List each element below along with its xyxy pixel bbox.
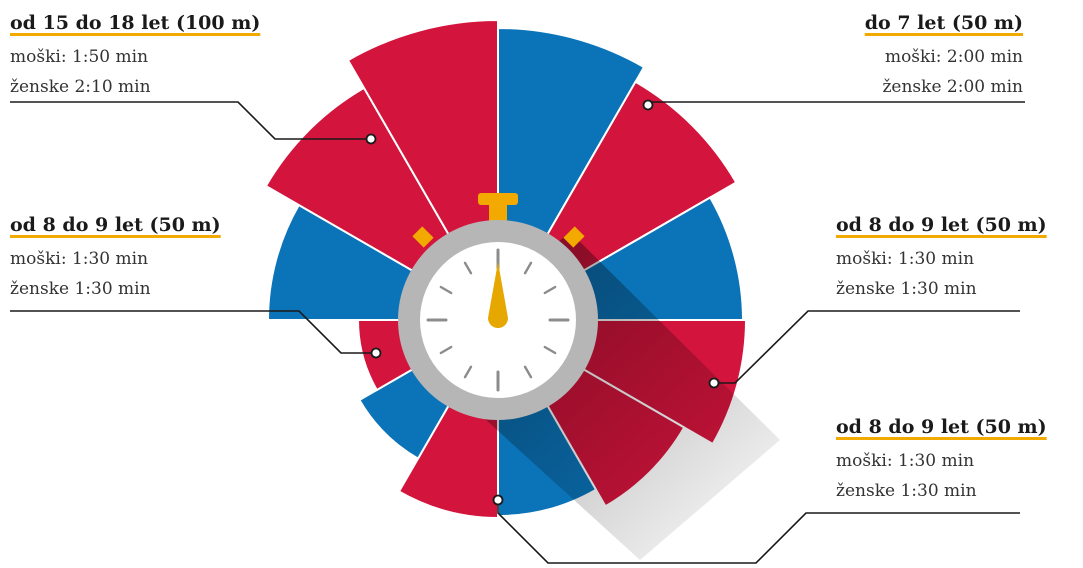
callout-title: od 15 do 18 let (100 m) xyxy=(10,12,261,34)
side-button-right xyxy=(563,226,585,248)
callout-men-time: moški: 1:30 min xyxy=(836,249,975,269)
callout-women-time: ženske 2:10 min xyxy=(10,77,151,97)
leader-line xyxy=(497,500,1020,564)
callout-men-time: moški: 1:30 min xyxy=(10,249,149,269)
callout-mid-left: od 8 do 9 let (50 m) moški: 1:30 min žen… xyxy=(10,212,221,304)
tick-mark xyxy=(543,345,557,355)
callout-low-right: od 8 do 9 let (50 m) moški: 1:30 min žen… xyxy=(836,414,1047,506)
leader-dot xyxy=(642,99,654,111)
callout-women-time: ženske 1:30 min xyxy=(836,481,977,501)
leader-dot xyxy=(708,377,720,389)
leader-dot xyxy=(370,347,382,359)
crown-button xyxy=(478,193,518,205)
callout-mid-right: od 8 do 9 let (50 m) moški: 1:30 min žen… xyxy=(836,212,1047,304)
tick-mark xyxy=(439,285,453,295)
callout-women-time: ženske 1:30 min xyxy=(10,279,151,299)
stopwatch-icon xyxy=(398,193,598,420)
tick-mark xyxy=(463,365,473,379)
callout-men-time: moški: 1:30 min xyxy=(836,451,975,471)
side-button-left xyxy=(412,226,434,248)
leader-lines xyxy=(10,99,1025,564)
callout-title: do 7 let (50 m) xyxy=(864,12,1023,34)
crown-stem xyxy=(489,205,507,225)
callout-title: od 8 do 9 let (50 m) xyxy=(836,214,1047,236)
callout-top-right: do 7 let (50 m) moški: 2:00 min ženske 2… xyxy=(865,10,1023,102)
tick-mark xyxy=(463,261,473,275)
tick-mark xyxy=(523,261,533,275)
leader-line xyxy=(10,310,376,354)
tick-mark xyxy=(439,345,453,355)
leader-dot xyxy=(492,494,504,506)
callout-title: od 8 do 9 let (50 m) xyxy=(836,416,1047,438)
callout-women-time: ženske 1:30 min xyxy=(836,279,977,299)
tick-mark xyxy=(523,365,533,379)
leader-dot xyxy=(365,133,377,145)
watch-hand xyxy=(488,262,508,328)
callout-men-time: moški: 1:50 min xyxy=(10,47,149,67)
callout-women-time: ženske 2:00 min xyxy=(882,77,1023,97)
callout-title: od 8 do 9 let (50 m) xyxy=(10,214,221,236)
tick-mark xyxy=(543,285,557,295)
callout-top-left: od 15 do 18 let (100 m) moški: 1:50 min … xyxy=(10,10,260,102)
leader-line xyxy=(714,310,1020,384)
callout-men-time: moški: 2:00 min xyxy=(884,47,1023,67)
leader-line xyxy=(10,101,371,140)
